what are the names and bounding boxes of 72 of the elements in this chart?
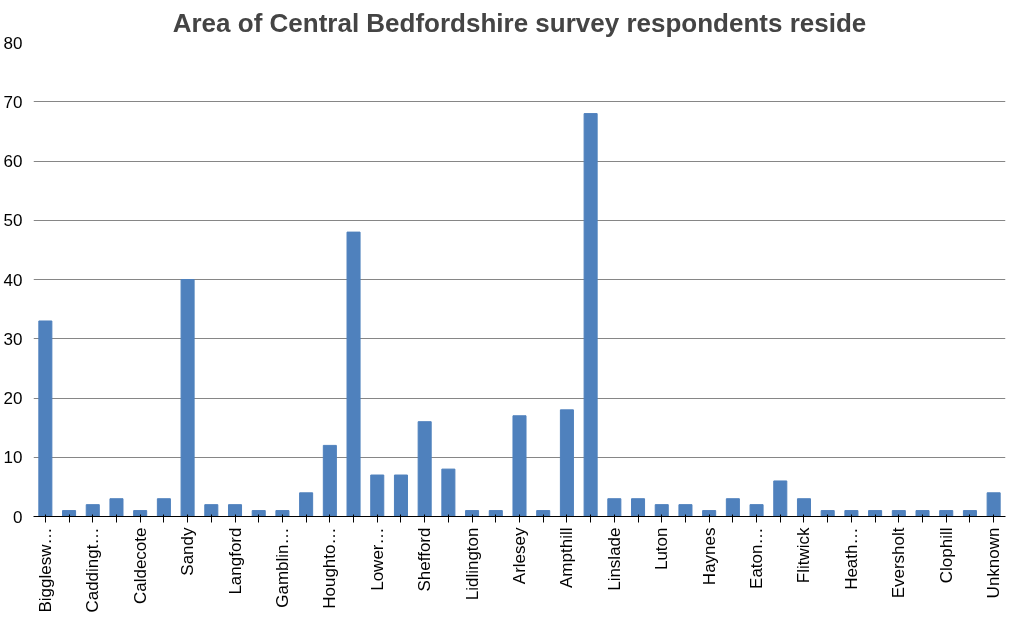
bar <box>62 510 77 517</box>
bar <box>749 504 764 517</box>
x-tick-label: Arlesey <box>510 527 529 585</box>
bar <box>180 279 195 517</box>
y-tick-label: 50 <box>3 211 23 231</box>
bar <box>796 498 812 517</box>
bar <box>109 498 124 517</box>
bar <box>417 421 432 517</box>
x-tick-label: Luton <box>652 527 672 571</box>
bar <box>702 510 717 517</box>
bar <box>631 498 646 517</box>
bar <box>725 498 740 517</box>
bar <box>536 510 551 517</box>
x-tick-label: Haynes <box>699 527 719 586</box>
x-tick-label: Eaton… <box>747 527 767 589</box>
bar <box>441 468 456 517</box>
y-tick-label: 30 <box>3 329 23 349</box>
y-tick-label: 70 <box>3 92 23 112</box>
bar <box>607 498 622 517</box>
bar <box>133 510 148 517</box>
bar <box>962 510 977 517</box>
bar <box>299 492 314 517</box>
x-tick-label: Bigglesw… <box>35 527 55 613</box>
x-tick-label: Caldecote <box>130 527 150 605</box>
bar <box>322 444 337 517</box>
bar <box>678 504 693 517</box>
x-tick-label: Caddingt… <box>83 527 103 613</box>
y-tick-label: 10 <box>3 448 23 468</box>
bar <box>773 480 788 517</box>
y-tick-label: 0 <box>13 507 23 527</box>
x-tick-label: Lidlington <box>462 527 482 601</box>
bar <box>85 504 100 517</box>
bar <box>986 492 1001 517</box>
chart-title: Area of Central Bedfordshire survey respondents reside <box>172 7 867 38</box>
x-tick-label: Unknown <box>984 527 1004 599</box>
bar <box>891 510 906 517</box>
bar <box>654 504 669 517</box>
x-tick-label: Linslade <box>604 527 624 591</box>
bar <box>370 474 385 517</box>
bar <box>559 409 574 517</box>
x-tick-label: Eversholt <box>889 527 909 599</box>
y-tick-label: 40 <box>3 270 23 290</box>
x-tick-label: Gamblin… <box>272 527 292 608</box>
x-tick-label: Shefford <box>415 527 435 592</box>
x-tick-label: Ampthill <box>557 527 577 588</box>
x-tick-label: Heath… <box>841 527 861 590</box>
bar <box>512 415 527 517</box>
bar <box>844 510 859 517</box>
bar <box>204 504 219 517</box>
bar <box>820 510 835 517</box>
bar <box>227 504 243 517</box>
bar <box>346 231 361 517</box>
bar <box>488 510 503 517</box>
x-tick-label: Lower… <box>367 527 387 591</box>
bar <box>251 510 266 517</box>
bar <box>915 510 930 517</box>
x-tick-label: Clophill <box>936 527 956 584</box>
bar <box>156 498 171 517</box>
bar <box>275 510 290 517</box>
x-tick-label: Houghto… <box>320 527 340 609</box>
y-tick-label: 60 <box>3 152 23 171</box>
x-tick-label: Flitwick <box>794 527 814 584</box>
bar <box>393 474 408 517</box>
bar <box>939 510 954 517</box>
bar <box>38 320 53 517</box>
x-tick-label: Langford <box>225 527 245 595</box>
bar <box>583 113 598 517</box>
bar <box>868 510 883 517</box>
bar <box>465 510 480 517</box>
y-tick-label: 20 <box>3 389 23 408</box>
x-tick-label: Sandy <box>178 527 198 576</box>
y-tick-label: 80 <box>3 33 23 53</box>
